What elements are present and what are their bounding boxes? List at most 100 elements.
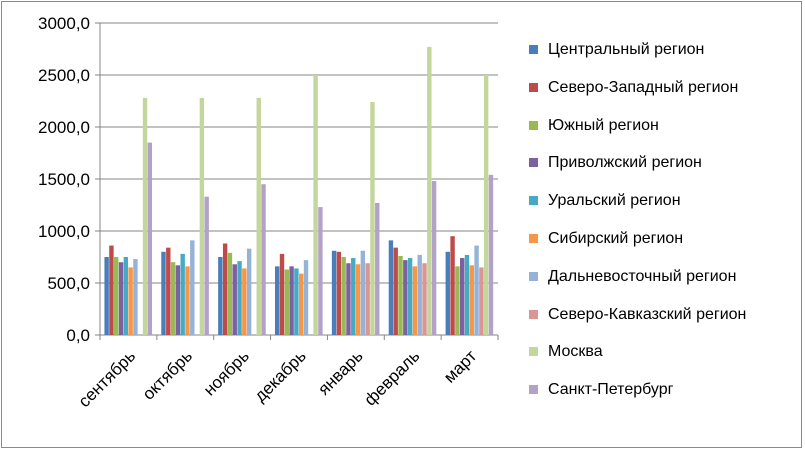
bar xyxy=(488,174,494,335)
bar xyxy=(355,264,361,335)
bar xyxy=(365,263,370,335)
bar xyxy=(407,258,413,335)
bar xyxy=(455,266,460,335)
bar xyxy=(166,247,171,335)
legend-swatch xyxy=(529,45,538,54)
bar xyxy=(427,46,432,336)
bar xyxy=(237,261,242,335)
bar xyxy=(123,257,129,335)
bar xyxy=(190,240,195,335)
y-tick-label: 2000,0 xyxy=(38,118,90,137)
bar xyxy=(313,75,318,335)
bar xyxy=(109,245,114,335)
legend-label: Уральский регион xyxy=(548,192,681,210)
legend-swatch xyxy=(529,271,538,281)
legend-swatch xyxy=(529,158,538,168)
x-tick-label: январь xyxy=(314,346,367,399)
bar xyxy=(114,257,119,335)
bar xyxy=(417,254,422,335)
bar xyxy=(147,142,153,335)
bar xyxy=(479,267,484,335)
bar xyxy=(431,181,437,335)
legend-label: Южный регион xyxy=(548,116,659,134)
legend-label: Сибирский регион xyxy=(548,230,684,247)
legend-label: Москва xyxy=(548,343,603,361)
bar xyxy=(199,97,205,335)
y-tick-label: 0,0 xyxy=(66,326,90,345)
bar xyxy=(227,252,233,335)
bar xyxy=(318,207,323,335)
bar xyxy=(375,202,380,335)
legend-label: Дальневосточный регион xyxy=(548,267,737,285)
bar xyxy=(450,236,455,335)
bar xyxy=(204,196,209,335)
bar xyxy=(242,268,247,335)
y-tick-label: 2500,0 xyxy=(38,66,90,85)
legend-swatch xyxy=(529,309,538,319)
bar xyxy=(275,266,280,335)
bar xyxy=(474,245,479,335)
bar xyxy=(360,250,366,335)
bar xyxy=(118,262,124,335)
bar xyxy=(185,266,190,335)
x-tick-label: октябрь xyxy=(139,346,196,403)
bar xyxy=(128,267,133,335)
bar xyxy=(299,273,304,335)
bar xyxy=(464,254,470,335)
bar xyxy=(370,102,375,335)
bar xyxy=(279,253,285,335)
legend-label: Центральный регион xyxy=(548,41,705,58)
x-tick-label: сентябрь xyxy=(75,346,140,411)
bar xyxy=(261,184,266,335)
bar xyxy=(175,265,181,335)
bar xyxy=(341,257,346,335)
legend-swatch xyxy=(529,120,538,130)
x-tick-label: декабрь xyxy=(251,346,310,405)
bar xyxy=(445,251,450,335)
legend-label: Северо-Западный регион xyxy=(548,78,739,96)
bar xyxy=(294,268,299,335)
bar xyxy=(412,266,418,335)
bar xyxy=(459,258,465,335)
y-tick-label: 1000,0 xyxy=(38,222,90,241)
bar xyxy=(388,240,394,335)
bar xyxy=(218,257,223,335)
bar xyxy=(104,257,109,335)
x-tick-label: март xyxy=(440,346,480,386)
y-tick-label: 1500,0 xyxy=(38,170,90,189)
legend-label: Санкт-Петербург xyxy=(548,381,674,399)
bar xyxy=(284,269,289,335)
legend-swatch xyxy=(529,347,538,357)
bar xyxy=(331,250,337,335)
bar xyxy=(180,253,185,335)
bar xyxy=(256,97,261,335)
bar xyxy=(403,260,408,335)
bar xyxy=(346,263,351,335)
legend-label: Северо-Кавказский регион xyxy=(548,305,747,323)
bar xyxy=(142,97,148,335)
x-tick-label: ноябрь xyxy=(200,346,253,399)
bar xyxy=(232,264,237,335)
legend-swatch xyxy=(529,196,538,206)
y-tick-label: 3000,0 xyxy=(38,14,90,33)
bar xyxy=(161,251,166,335)
bar xyxy=(469,265,474,335)
bar xyxy=(289,266,294,335)
bar xyxy=(351,258,356,335)
bar xyxy=(222,243,228,335)
legend-swatch xyxy=(529,82,538,92)
bar xyxy=(303,260,309,335)
bar xyxy=(483,75,489,335)
bar xyxy=(170,262,176,335)
bar xyxy=(336,251,342,335)
y-tick-label: 500,0 xyxy=(47,274,90,293)
legend-swatch xyxy=(529,385,538,395)
legend-swatch xyxy=(529,234,538,243)
bar xyxy=(398,255,403,335)
legend-label: Приволжский регион xyxy=(548,154,702,172)
bar xyxy=(246,248,252,335)
bar xyxy=(133,259,138,335)
bar xyxy=(393,247,398,335)
